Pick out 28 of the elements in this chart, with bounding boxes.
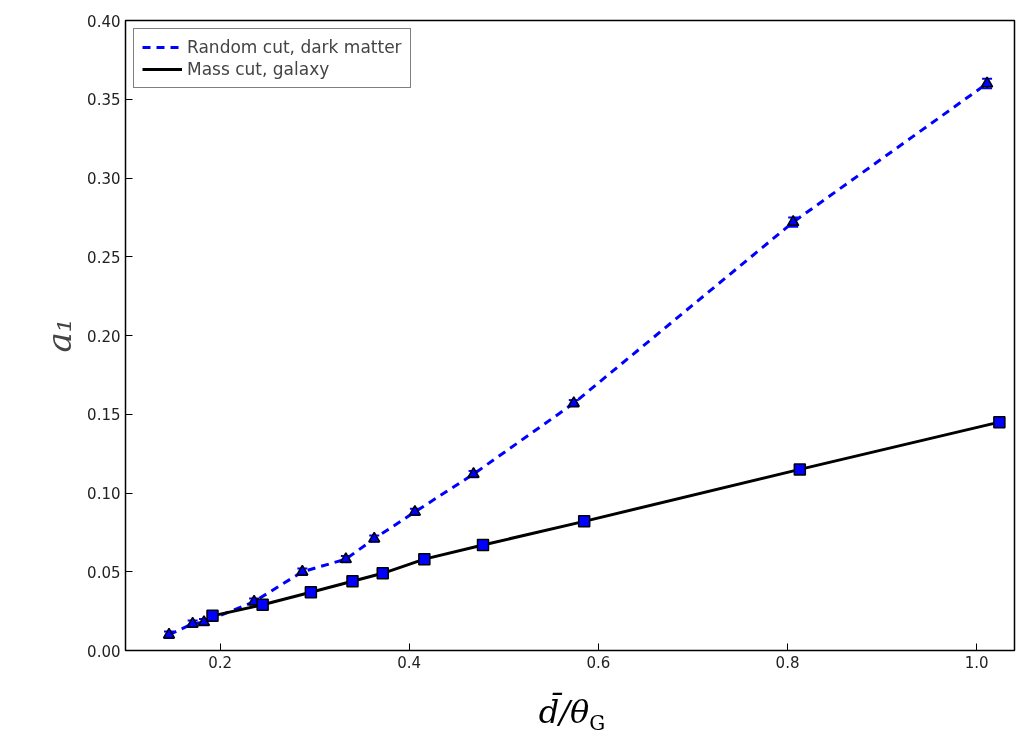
point <box>376 567 389 580</box>
point <box>418 552 431 566</box>
y-tick-label: 0.35 <box>87 91 121 110</box>
x-axis-title: d̄/θ$_{G}$ <box>538 693 606 736</box>
y-tick-label: 0.25 <box>87 248 121 267</box>
point <box>304 585 318 599</box>
x-tick-label: 0.8 <box>775 653 800 672</box>
x-tick-label: 1.0 <box>964 653 989 672</box>
x-tick-label: 0.4 <box>397 653 422 672</box>
y-tick-label: 0.05 <box>87 563 121 582</box>
point <box>256 598 269 612</box>
legend-label: Mass cut, galaxy <box>187 59 330 79</box>
legend-label: Random cut, dark matter <box>187 37 402 57</box>
point <box>476 538 490 552</box>
y-tick-label: 0.10 <box>87 485 121 503</box>
point <box>346 574 359 588</box>
point <box>577 515 591 528</box>
y-tick-label: 0.30 <box>87 170 121 188</box>
y-tick-label: 0.40 <box>87 12 121 31</box>
point <box>206 609 219 623</box>
y-tick-label: 0.15 <box>87 406 121 425</box>
y-axis-title: a₁ <box>39 318 80 353</box>
point <box>793 463 807 476</box>
y-tick-label: 0.00 <box>87 642 121 661</box>
x-tick-label: 0.2 <box>208 653 233 672</box>
x-tick-label: 0.6 <box>586 653 611 672</box>
point <box>993 415 1006 429</box>
y-tick-label: 0.20 <box>87 327 121 346</box>
